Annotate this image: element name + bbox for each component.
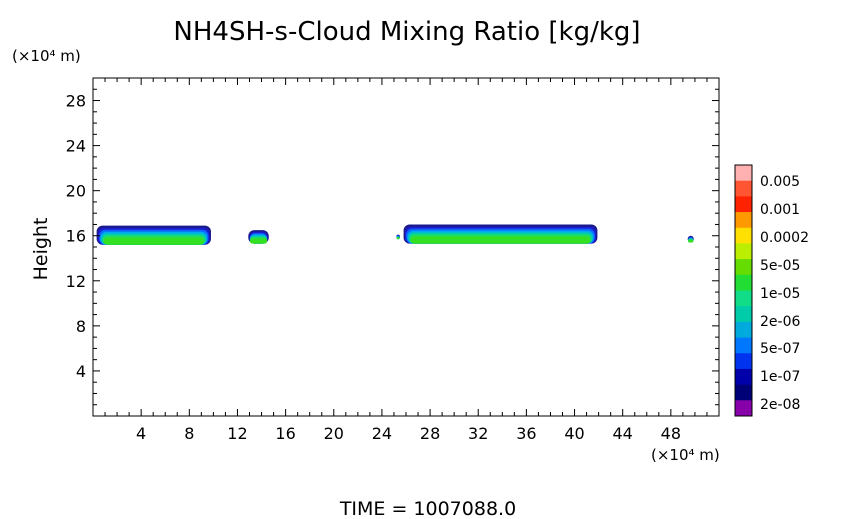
colorbar-label: 5e-05 <box>760 258 800 274</box>
cloud-blob <box>248 230 269 244</box>
colorbar-swatch <box>735 259 752 276</box>
colorbar-label: 2e-08 <box>760 397 800 413</box>
colorbar <box>734 164 753 417</box>
colorbar-labels: 0.005 0.001 0.0002 5e-05 1e-05 2e-06 5e-07 1e-0… <box>760 174 809 413</box>
colorbar-swatch <box>735 227 752 244</box>
cloud-blob <box>403 224 598 244</box>
colorbar-label: 1e-07 <box>760 369 800 385</box>
plot-frame <box>92 77 720 417</box>
x-tick-labels: 4 8 12 16 20 24 28 32 36 40 44 48 <box>136 424 681 443</box>
y-tick-label: 8 <box>76 317 86 336</box>
x-tick-label: 4 <box>136 424 146 443</box>
y-tick-label: 20 <box>66 182 86 201</box>
x-tick-label: 16 <box>275 424 295 443</box>
y-tick-label: 12 <box>66 272 86 291</box>
cloud-layer-6 <box>103 237 204 245</box>
y-tick-label: 16 <box>66 227 86 246</box>
colorbar-label: 0.005 <box>760 174 800 190</box>
x-tick-label: 24 <box>372 424 392 443</box>
x-tick-label: 40 <box>564 424 584 443</box>
y-tick-label: 28 <box>66 92 86 111</box>
x-unit-label: (×10⁴ m) <box>651 446 720 464</box>
colorbar-swatch <box>735 180 752 197</box>
x-tick-label: 12 <box>227 424 247 443</box>
colorbar-swatch <box>735 384 752 401</box>
axis-ticks <box>93 78 719 416</box>
y-unit-label: (×10⁴ m) <box>12 47 81 65</box>
y-tick-label: 4 <box>76 362 86 381</box>
colorbar-swatch <box>735 368 752 386</box>
colorbar-swatch <box>735 353 752 370</box>
y-tick-label: 24 <box>66 137 86 156</box>
colorbar-swatch <box>735 212 752 229</box>
colorbar-swatch <box>735 290 752 307</box>
x-tick-label: 48 <box>661 424 681 443</box>
cloud-field <box>96 224 694 245</box>
x-tick-label: 44 <box>613 424 633 443</box>
y-tick-labels: 4 8 12 16 20 24 28 <box>66 92 86 381</box>
time-annotation: TIME = 1007088.0 <box>339 498 516 519</box>
cloud-blob <box>687 235 694 243</box>
colorbar-swatch <box>735 400 752 417</box>
x-tick-label: 20 <box>324 424 344 443</box>
colorbar-label: 2e-06 <box>760 314 800 330</box>
x-tick-label: 28 <box>420 424 440 443</box>
colorbar-swatch <box>735 196 752 213</box>
cloud-layer-6 <box>688 239 694 243</box>
colorbar-label: 1e-05 <box>760 286 800 302</box>
colorbar-label: 0.0002 <box>760 230 809 246</box>
cloud-layer-6 <box>410 236 591 244</box>
y-axis-label: Height <box>30 218 52 281</box>
colorbar-swatch <box>735 243 752 260</box>
colorbar-label: 0.001 <box>760 202 800 218</box>
cloud-blob <box>396 234 400 240</box>
x-tick-label: 32 <box>468 424 488 443</box>
colorbar-swatch <box>735 274 752 291</box>
x-tick-label: 8 <box>184 424 194 443</box>
colorbar-frame <box>734 164 753 417</box>
colorbar-label: 5e-07 <box>760 341 800 357</box>
cloud-layer-6 <box>396 237 400 240</box>
colorbar-swatch <box>735 306 752 323</box>
cloud-layer-6 <box>249 238 268 244</box>
cloud-blob <box>96 225 211 245</box>
colorbar-swatch <box>735 337 752 354</box>
chart-title: NH4SH-s-Cloud Mixing Ratio [kg/kg] <box>173 17 640 47</box>
x-tick-label: 36 <box>516 424 536 443</box>
colorbar-swatch <box>735 165 752 182</box>
colorbar-swatch <box>735 321 752 339</box>
